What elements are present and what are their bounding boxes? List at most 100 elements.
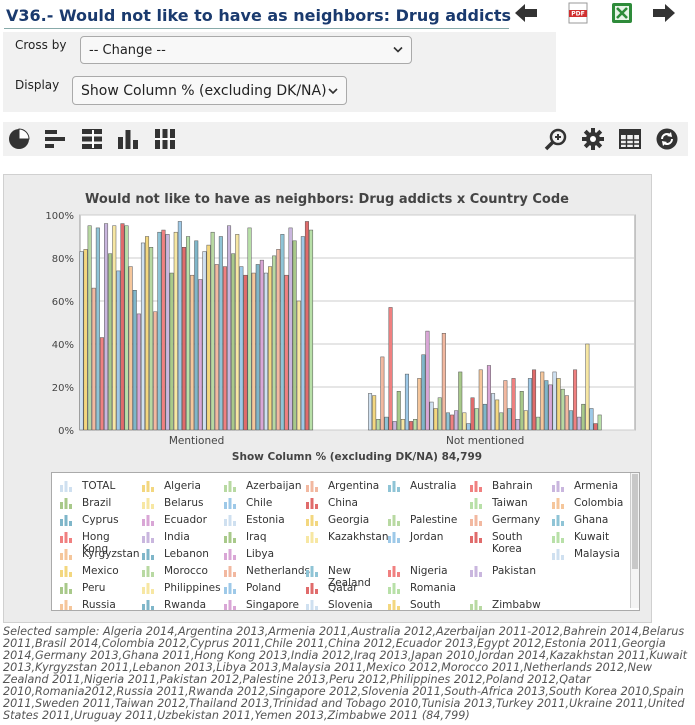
excel-export-icon[interactable] [608, 0, 636, 26]
bar-uzbekistan-mentioned[interactable] [309, 229, 314, 431]
bar-ghana-mentioned[interactable] [153, 311, 158, 431]
bar-philippines-mentioned[interactable] [231, 253, 236, 431]
bar-chart-icon[interactable] [42, 126, 68, 152]
bar-argentina-not-mentioned[interactable] [380, 356, 385, 431]
bar-kyrgyzstan-mentioned[interactable] [186, 236, 191, 431]
bar-algeria-mentioned[interactable] [83, 249, 88, 431]
bar-iraq-not-mentioned[interactable] [454, 410, 459, 431]
bar-australia-not-mentioned[interactable] [384, 416, 389, 431]
bar-morocco-mentioned[interactable] [206, 244, 211, 431]
bar-bahrain-not-mentioned[interactable] [388, 307, 393, 431]
back-arrow-icon[interactable] [512, 0, 540, 26]
bar-new-zealand-mentioned[interactable] [214, 264, 219, 431]
bar-rwanda-mentioned[interactable] [251, 272, 256, 431]
bar-algeria-not-mentioned[interactable] [372, 395, 377, 431]
bar-trinidad-and-tobago-not-mentioned[interactable] [573, 369, 578, 431]
bar-turkey-not-mentioned[interactable] [581, 403, 586, 431]
bar-malaysia-mentioned[interactable] [198, 279, 203, 431]
bar-new-zealand-not-mentioned[interactable] [503, 380, 508, 431]
bar-singapore-not-mentioned[interactable] [544, 380, 549, 431]
bar-south-korea-mentioned[interactable] [177, 221, 182, 431]
bar-spain-not-mentioned[interactable] [556, 378, 561, 431]
cross-by-select[interactable]: -- Change -- [80, 36, 412, 64]
bar-palestine-mentioned[interactable] [124, 225, 129, 431]
bar-germany-not-mentioned[interactable] [437, 397, 442, 431]
bar-ecuador-not-mentioned[interactable] [425, 330, 430, 431]
bar-united-states-not-mentioned[interactable] [589, 408, 594, 431]
bar-jordan-not-mentioned[interactable] [458, 371, 463, 431]
bar-taiwan-not-mentioned[interactable] [564, 395, 569, 431]
bar-lebanon-not-mentioned[interactable] [478, 369, 483, 431]
bar-china-mentioned[interactable] [120, 223, 125, 431]
column-chart-icon[interactable] [115, 126, 141, 152]
bar-kuwait-not-mentioned[interactable] [470, 397, 475, 431]
bar-kyrgyzstan-not-mentioned[interactable] [474, 408, 479, 431]
bar-netherlands-mentioned[interactable] [210, 231, 215, 431]
bar-ukraine-mentioned[interactable] [296, 300, 301, 431]
bar-peru-not-mentioned[interactable] [515, 419, 520, 431]
zoom-icon[interactable] [543, 126, 569, 152]
bar-jordan-mentioned[interactable] [169, 272, 174, 431]
bar-thailand-mentioned[interactable] [280, 234, 285, 431]
bar-slovenia-not-mentioned[interactable] [548, 384, 553, 431]
bar-chile-not-mentioned[interactable] [404, 373, 409, 431]
bar-azerbaijan-not-mentioned[interactable] [376, 419, 381, 431]
bar-sweden-mentioned[interactable] [272, 255, 277, 431]
bar-tunisia-not-mentioned[interactable] [577, 416, 582, 431]
bar-estonia-mentioned[interactable] [140, 242, 145, 431]
bar-estonia-not-mentioned[interactable] [429, 401, 434, 431]
bar-palestine-not-mentioned[interactable] [413, 419, 418, 431]
bar-colombia-mentioned[interactable] [128, 266, 133, 431]
bar-taiwan-mentioned[interactable] [276, 249, 281, 431]
bar-brazil-mentioned[interactable] [108, 253, 113, 431]
bar-nigeria-mentioned[interactable] [218, 236, 223, 431]
bar-poland-not-mentioned[interactable] [523, 410, 528, 431]
bar-cyprus-mentioned[interactable] [132, 290, 137, 431]
bar-philippines-not-mentioned[interactable] [519, 391, 524, 431]
bar-united-states-mentioned[interactable] [300, 236, 305, 431]
bar-india-mentioned[interactable] [161, 229, 166, 431]
bar-libya-not-mentioned[interactable] [482, 403, 487, 431]
bar-germany-mentioned[interactable] [149, 247, 154, 431]
bar-rwanda-not-mentioned[interactable] [540, 371, 545, 431]
bar-pakistan-mentioned[interactable] [222, 266, 227, 431]
bar-india-not-mentioned[interactable] [450, 414, 455, 431]
bar-mexico-not-mentioned[interactable] [491, 393, 496, 431]
display-select[interactable]: Show Column % (excluding DK/NA) [72, 76, 347, 105]
bar-malaysia-not-mentioned[interactable] [486, 365, 491, 431]
bar-singapore-mentioned[interactable] [255, 264, 260, 431]
pie-chart-icon[interactable] [6, 126, 32, 152]
bar-sweden-not-mentioned[interactable] [560, 388, 565, 431]
bar-china-not-mentioned[interactable] [409, 421, 414, 431]
bar-australia-mentioned[interactable] [95, 227, 100, 431]
bar-armenia-not-mentioned[interactable] [392, 421, 397, 431]
bar-ukraine-not-mentioned[interactable] [585, 343, 590, 431]
bar-argentina-mentioned[interactable] [91, 287, 96, 431]
bar-thailand-not-mentioned[interactable] [568, 410, 573, 431]
bar-belarus-mentioned[interactable] [112, 225, 117, 431]
bar-azerbaijan-mentioned[interactable] [87, 225, 92, 431]
bar-kazakhstan-not-mentioned[interactable] [462, 412, 467, 431]
bar-south-africa-not-mentioned[interactable] [552, 371, 557, 431]
bar-nigeria-not-mentioned[interactable] [507, 408, 512, 431]
bar-slovenia-mentioned[interactable] [259, 259, 264, 431]
bar-ghana-not-mentioned[interactable] [441, 333, 446, 431]
bar-romania-mentioned[interactable] [243, 274, 248, 431]
bar-iraq-mentioned[interactable] [165, 234, 170, 431]
bar-russia-not-mentioned[interactable] [536, 416, 541, 431]
bar-south-africa-mentioned[interactable] [263, 272, 268, 431]
stacked-column-icon[interactable] [152, 126, 178, 152]
settings-icon[interactable] [580, 126, 606, 152]
pdf-export-icon[interactable]: PDF [564, 0, 592, 26]
bar-tunisia-mentioned[interactable] [288, 227, 293, 431]
bar-kazakhstan-mentioned[interactable] [173, 231, 178, 431]
bar-chile-mentioned[interactable] [116, 270, 121, 431]
bar-hong-kong-mentioned[interactable] [157, 231, 162, 431]
bar-morocco-not-mentioned[interactable] [495, 399, 500, 431]
bar-libya-mentioned[interactable] [194, 240, 199, 431]
bar-poland-mentioned[interactable] [235, 234, 240, 431]
bar-uruguay-mentioned[interactable] [304, 221, 309, 431]
bar-pakistan-not-mentioned[interactable] [511, 378, 516, 431]
forward-arrow-icon[interactable] [650, 0, 678, 26]
bar-georgia-not-mentioned[interactable] [433, 408, 438, 431]
